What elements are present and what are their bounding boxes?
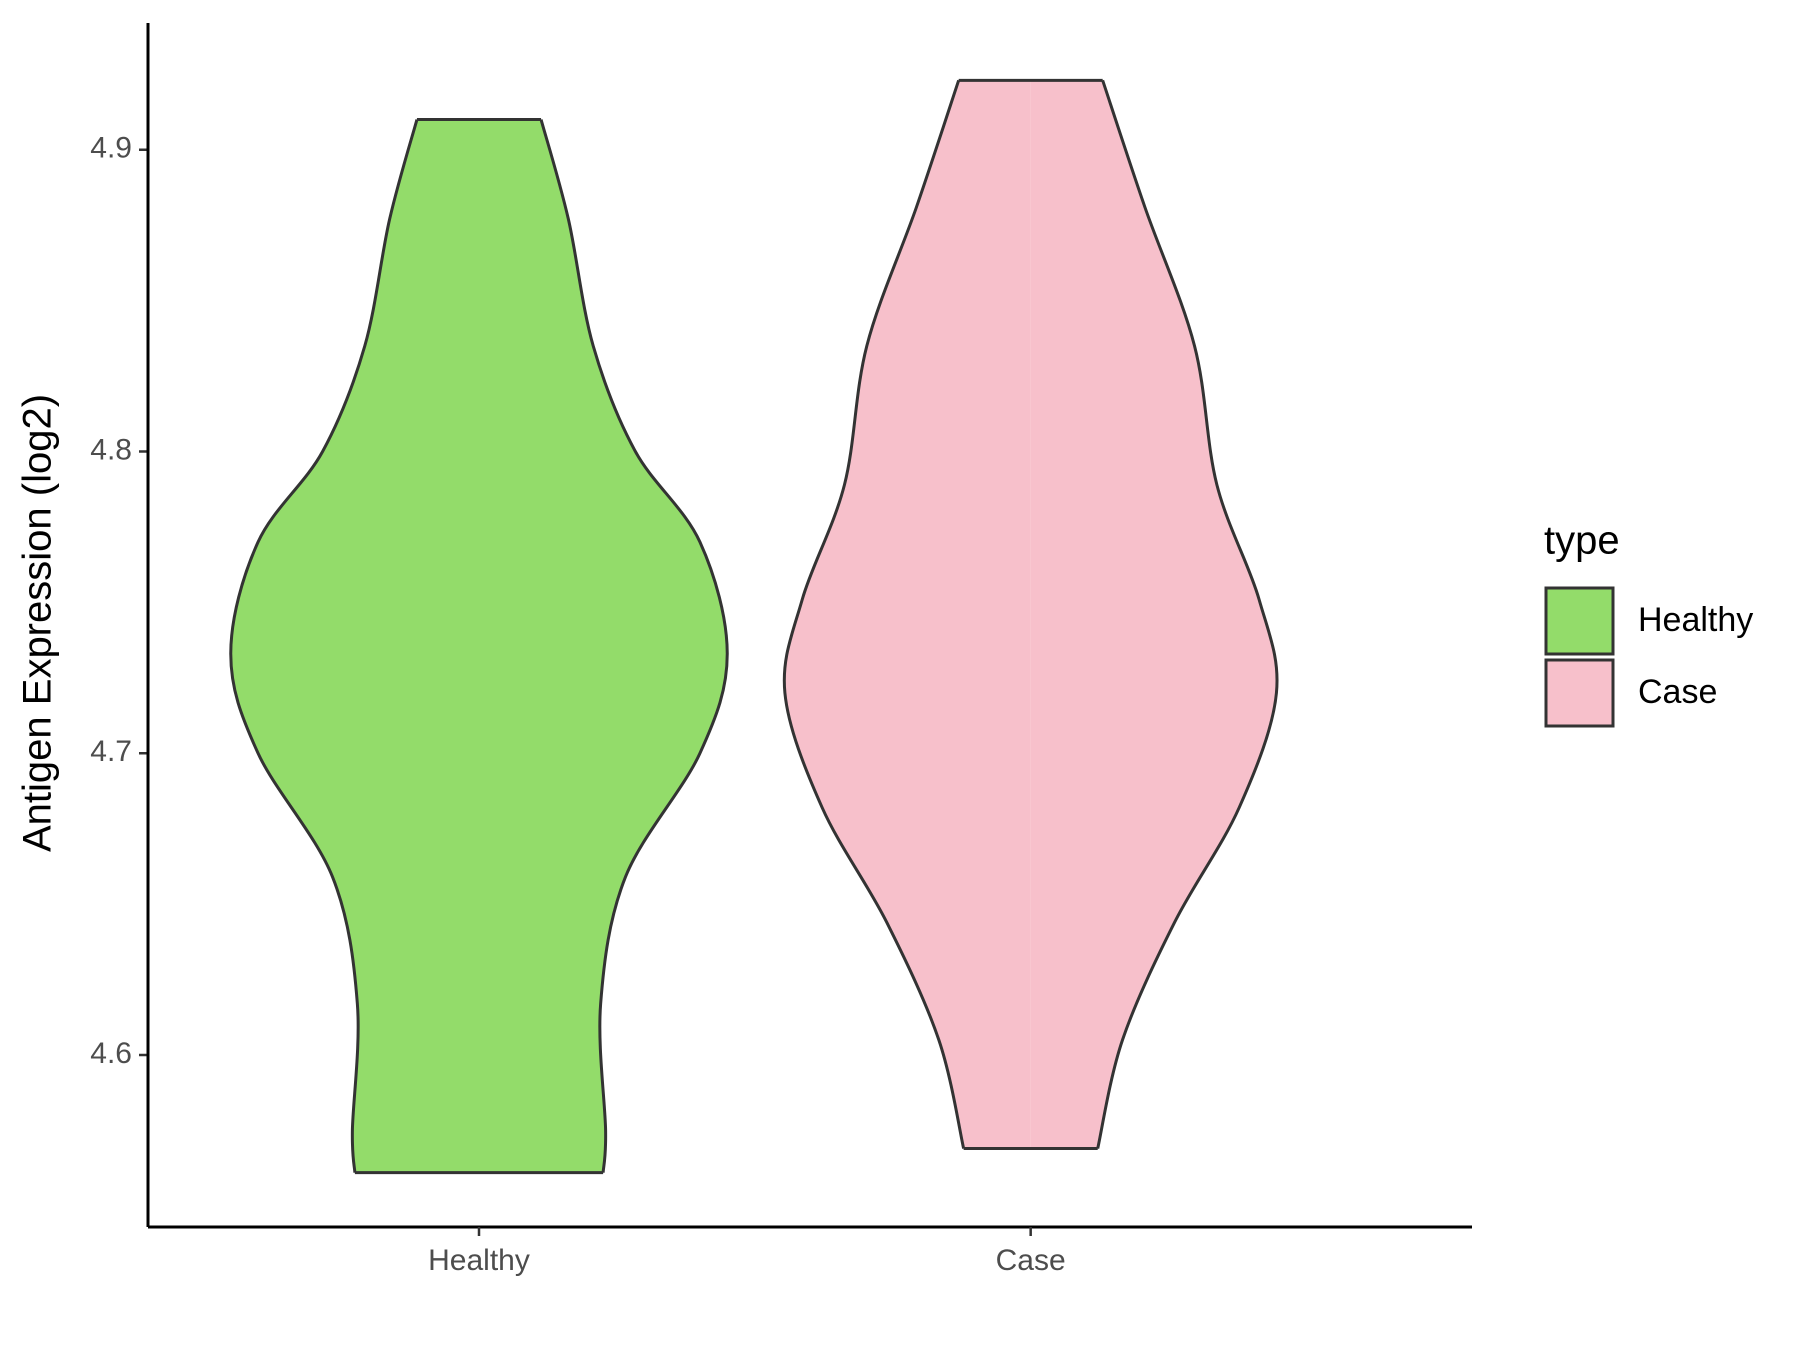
violin-half-fill — [1030, 80, 1278, 1149]
legend-key — [1544, 586, 1615, 656]
y-tick-label: 4.8 — [90, 433, 132, 466]
y-axis-title: Antigen Expression (log2) — [16, 394, 60, 852]
y-tick-label: 4.6 — [90, 1037, 132, 1070]
violin-half-fill — [784, 80, 1031, 1149]
legend-label: Case — [1638, 673, 1717, 711]
legend-label: Healthy — [1638, 601, 1753, 639]
y-tick-label: 4.7 — [90, 735, 132, 768]
violin-outline — [1096, 79, 1279, 1149]
violin-outline — [229, 119, 419, 1173]
violin-outline — [539, 119, 729, 1173]
legend-key — [1544, 658, 1615, 728]
violin-half-fill — [479, 119, 728, 1173]
violin-outline — [782, 79, 966, 1149]
violin-half-fill — [230, 119, 479, 1173]
x-tick-label: Healthy — [428, 1244, 530, 1277]
y-tick-label: 4.9 — [90, 132, 132, 165]
x-tick-label: Case — [996, 1244, 1066, 1277]
legend-title: type — [1544, 519, 1620, 563]
